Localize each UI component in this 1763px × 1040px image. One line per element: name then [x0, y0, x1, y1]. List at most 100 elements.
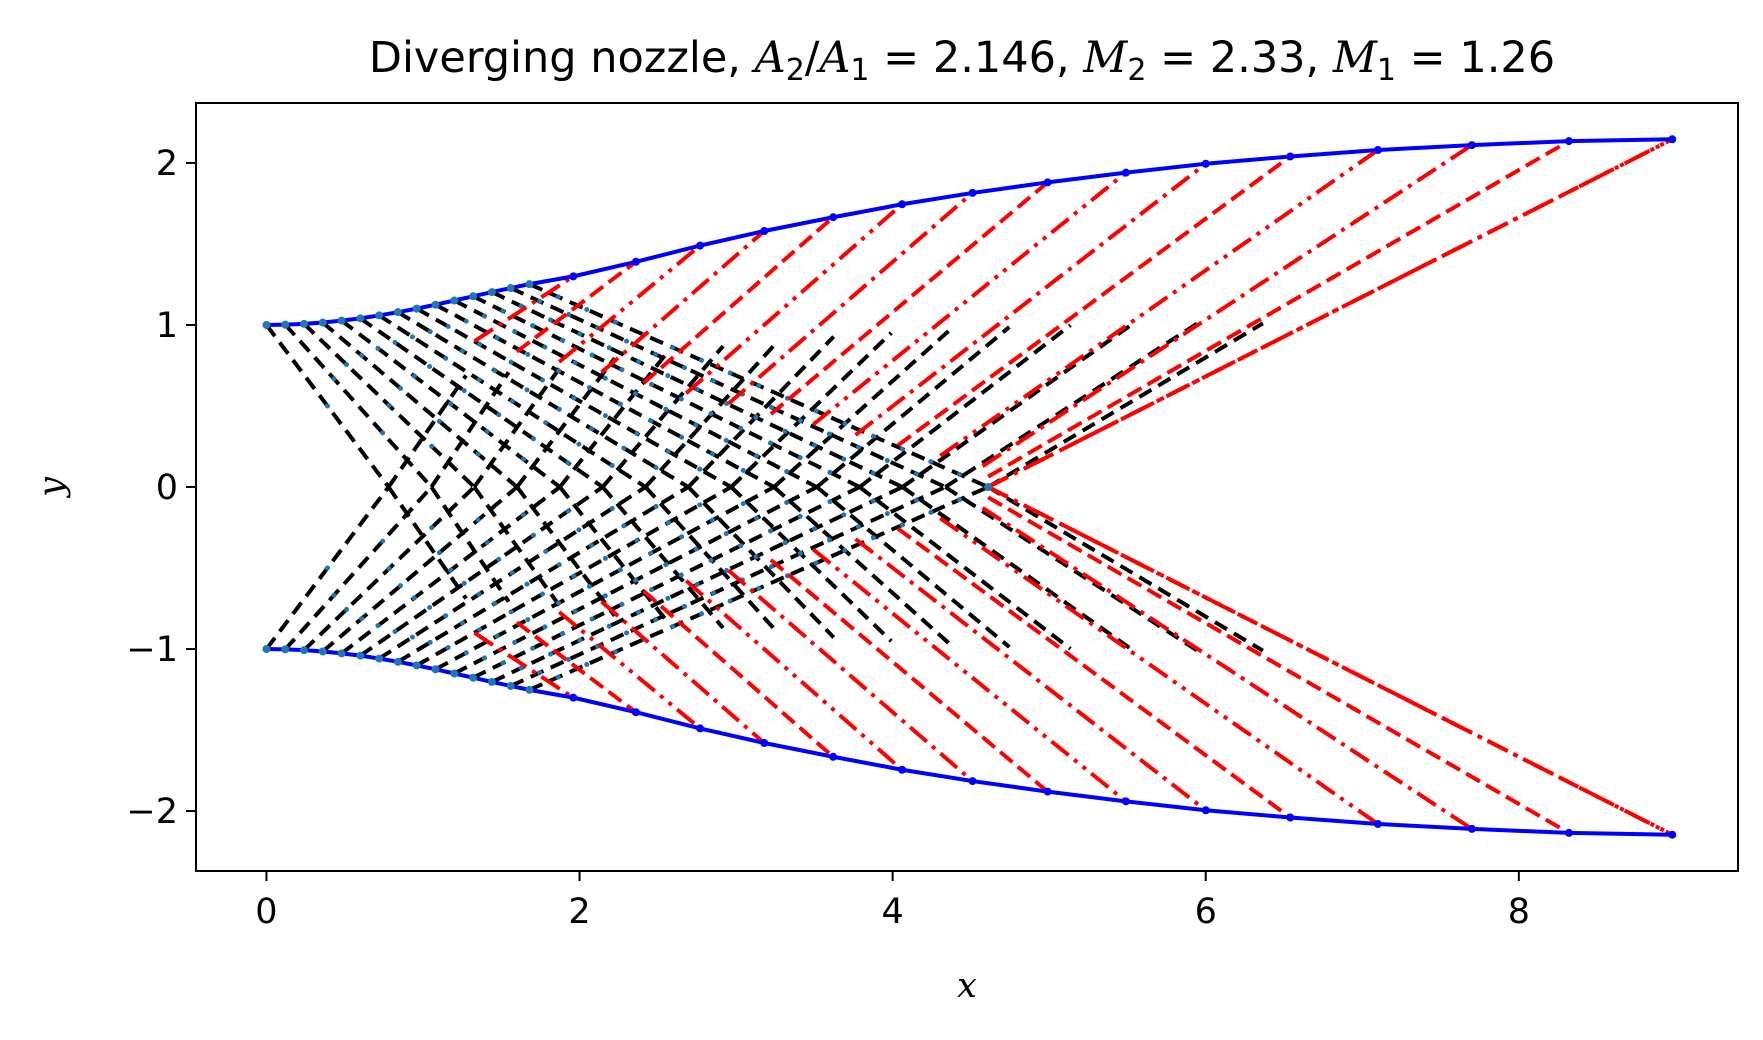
title-mach-sub-1: 1: [1377, 53, 1396, 88]
kernel-node: [494, 633, 500, 639]
kernel-node: [524, 581, 530, 587]
kernel-node: [556, 562, 562, 568]
lower-wall-point: [1668, 830, 1677, 839]
kernel-node: [617, 567, 623, 573]
upper-wall-point: [431, 300, 440, 309]
kernel-reflected-characteristic: [472, 485, 563, 610]
kernel-node: [693, 422, 699, 428]
kernel-node: [584, 661, 590, 667]
lower-wall-point: [1043, 787, 1052, 796]
kernel-node: [663, 562, 669, 568]
simple-wave-characteristic: [727, 191, 974, 406]
lower-wall-point: [525, 685, 534, 694]
kernel-reflected-characteristic: [386, 374, 468, 489]
kernel-node: [670, 623, 676, 629]
kernel-reflected-characteristic: [429, 485, 511, 603]
kernel-node: [956, 497, 962, 503]
kernel-node: [476, 377, 482, 383]
kernel-node: [679, 534, 685, 540]
y-axis-label: y: [32, 476, 72, 499]
kernel-node: [572, 608, 578, 614]
kernel-reflected-characteristic: [729, 331, 893, 489]
kernel-node: [436, 550, 442, 556]
lower-wall-point: [829, 752, 838, 761]
kernel-node: [784, 468, 790, 474]
kernel-node: [445, 645, 451, 651]
kernel-node: [589, 426, 595, 432]
kernel-reflected-characteristic: [686, 485, 836, 639]
kernel-node: [392, 629, 398, 635]
kernel-node: [565, 460, 571, 466]
kernel-node: [559, 631, 565, 637]
kernel-node: [784, 500, 790, 506]
kernel-node: [427, 329, 433, 335]
lower-wall-point: [1564, 828, 1573, 837]
kernel-node: [543, 420, 549, 426]
kernel-node: [577, 331, 583, 337]
kernel-node: [427, 364, 433, 370]
kernel-node: [727, 370, 733, 376]
kernel-node: [606, 345, 612, 351]
title-area-sub-1: 1: [850, 53, 869, 88]
kernel-node: [617, 401, 623, 407]
lower-wall-point: [300, 646, 309, 655]
kernel-reflected-characteristic: [772, 328, 952, 489]
upper-wall-point: [506, 284, 515, 293]
kernel-characteristic: [509, 286, 947, 489]
kernel-reflected-characteristic: [472, 364, 563, 489]
title-mach-symbol-1: M: [1332, 33, 1378, 83]
kernel-node: [409, 634, 415, 640]
upper-wall-point: [898, 200, 907, 209]
kernel-node: [797, 513, 803, 519]
kernel-node: [492, 367, 498, 373]
kernel-node: [653, 351, 659, 357]
kernel-node: [928, 459, 934, 465]
simple-wave-characteristic: [769, 180, 1049, 416]
kernel-node: [634, 430, 640, 436]
kernel-node: [409, 334, 415, 340]
lower-wall-point: [1201, 806, 1210, 815]
kernel-node: [344, 362, 350, 368]
kernel-node: [484, 429, 490, 435]
kernel-reflected-characteristic: [987, 321, 1264, 489]
lower-wall-line: [266, 647, 1673, 837]
kernel-node: [463, 318, 469, 324]
kernel-node: [555, 674, 561, 680]
title-area-symbol-1: A: [815, 33, 850, 83]
simple-wave-characteristic: [896, 154, 1292, 447]
kernel-node: [827, 469, 833, 475]
kernel-node: [767, 528, 773, 534]
kernel-node: [524, 387, 530, 393]
lower-wall-point: [898, 765, 907, 774]
simple-wave-characteristic: [642, 215, 835, 385]
title-slash: /: [805, 33, 820, 83]
simple-wave-characteristic: [987, 139, 1570, 479]
lower-wall-point: [1286, 813, 1295, 822]
kernel-reflected-characteristic: [858, 323, 1072, 489]
kernel-node: [913, 497, 919, 503]
kernel-node: [870, 535, 876, 541]
simple-wave-characteristic: [515, 620, 638, 714]
kernel-node: [512, 639, 518, 645]
kernel-node: [509, 398, 515, 404]
kernel-node: [530, 645, 536, 651]
kernel-node: [813, 408, 819, 414]
kernel-reflected-characteristic: [901, 322, 1134, 489]
kernel-node: [540, 377, 546, 383]
kernel-node: [429, 525, 435, 531]
kernel-node: [577, 637, 583, 643]
kernel-node: [609, 505, 615, 511]
kernel-reflected-characteristic: [772, 485, 952, 646]
kernel-node: [653, 617, 659, 623]
kernel-characteristic: [396, 310, 690, 489]
kernel-node: [768, 404, 774, 410]
kernel-node: [602, 555, 608, 561]
kernel-node: [649, 587, 655, 593]
kernel-node: [602, 375, 608, 381]
kernel-characteristic: [283, 485, 433, 651]
kernel-node: [768, 564, 774, 570]
kernel-node: [756, 383, 762, 389]
y-tick-label: 1: [156, 306, 178, 346]
upper-wall-point: [1043, 178, 1052, 187]
axis-tip-point: [984, 483, 993, 491]
